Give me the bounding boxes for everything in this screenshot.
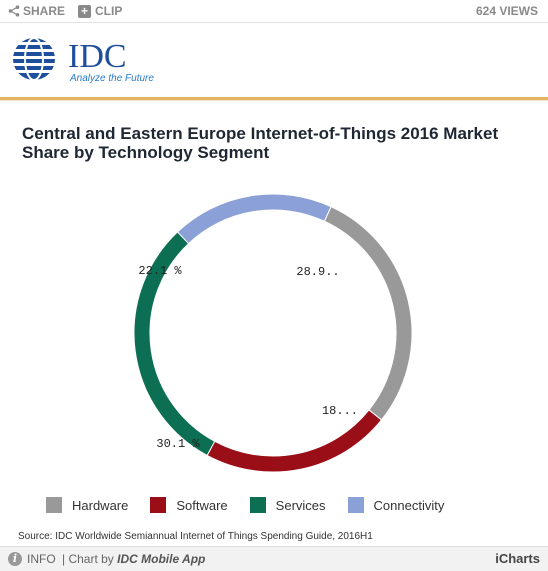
plus-icon: + bbox=[78, 4, 91, 18]
data-label-software: 22.1 % bbox=[138, 264, 182, 278]
legend-item-services[interactable]: Services bbox=[249, 497, 326, 513]
legend-swatch-connectivity bbox=[347, 497, 364, 513]
views-count: 624 VIEWS bbox=[475, 4, 538, 18]
chart-by-credit: | Chart by IDC Mobile App bbox=[62, 552, 205, 566]
legend-item-software[interactable]: Software bbox=[150, 497, 228, 513]
share-button[interactable]: SHARE bbox=[8, 4, 65, 18]
chart-title: Central and Eastern Europe Internet-of-T… bbox=[22, 124, 499, 162]
globe-icon bbox=[11, 37, 57, 81]
legend-swatch-hardware bbox=[46, 497, 62, 513]
data-label-connectivity: 18... bbox=[322, 404, 358, 418]
legend-label-services: Services bbox=[275, 497, 326, 513]
slice-services[interactable] bbox=[133, 231, 216, 457]
chart-by-prefix: | Chart by bbox=[62, 552, 118, 566]
header-rule bbox=[0, 97, 548, 100]
legend-label-software: Software bbox=[176, 497, 228, 513]
info-label: INFO bbox=[27, 552, 56, 566]
data-label-hardware: 28.9.. bbox=[296, 265, 339, 279]
logo-brand: IDC bbox=[68, 38, 127, 75]
legend-item-hardware[interactable]: Hardware bbox=[46, 497, 128, 513]
logo-area: IDC Analyze the Future bbox=[0, 23, 548, 97]
icharts-logo[interactable]: iCharts bbox=[495, 551, 540, 566]
legend-label-connectivity: Connectivity bbox=[373, 497, 445, 513]
info-button[interactable]: i INFO bbox=[8, 552, 56, 566]
legend-item-connectivity[interactable]: Connectivity bbox=[347, 497, 445, 513]
data-label-services: 30.1 % bbox=[156, 437, 200, 451]
legend-swatch-services bbox=[249, 497, 266, 513]
chart-by-app[interactable]: IDC Mobile App bbox=[117, 552, 206, 566]
legend-label-hardware: Hardware bbox=[72, 497, 129, 513]
logo-tagline: Analyze the Future bbox=[69, 73, 154, 84]
chart-legend: Hardware Software Services Connectivity bbox=[46, 497, 466, 513]
clip-button[interactable]: + CLIP bbox=[78, 4, 122, 18]
legend-swatch-software bbox=[150, 497, 167, 513]
share-label: SHARE bbox=[23, 4, 66, 18]
idc-logo: IDC Analyze the Future bbox=[11, 37, 154, 84]
top-toolbar: SHARE + CLIP 624 VIEWS bbox=[0, 0, 548, 23]
header-rule-shadow bbox=[0, 100, 548, 101]
footer-bar: i INFO | Chart by IDC Mobile App iCharts bbox=[0, 546, 548, 571]
slice-hardware[interactable] bbox=[323, 206, 413, 421]
slice-connectivity[interactable] bbox=[176, 193, 332, 245]
clip-label: CLIP bbox=[95, 4, 123, 18]
info-icon: i bbox=[8, 552, 22, 566]
chart-source: Source: IDC Worldwide Semiannual Interne… bbox=[18, 531, 373, 542]
slice-software[interactable] bbox=[206, 409, 383, 473]
share-icon bbox=[8, 5, 20, 17]
